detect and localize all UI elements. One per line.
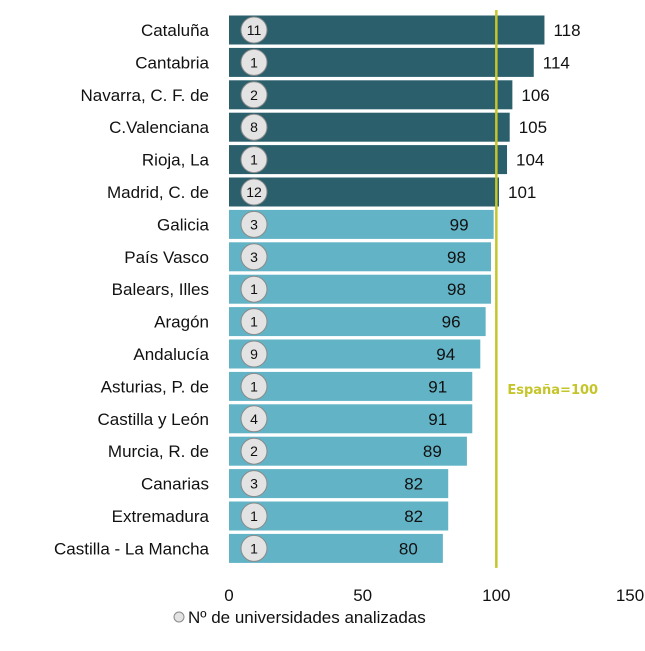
university-count: 11 xyxy=(247,22,262,38)
category-label: Canarias xyxy=(141,475,209,494)
university-count: 3 xyxy=(250,216,258,232)
university-count: 3 xyxy=(250,249,258,265)
x-tick-label: 0 xyxy=(224,586,233,605)
value-label: 106 xyxy=(521,86,549,105)
university-count: 9 xyxy=(250,346,258,362)
category-label: Navarra, C. F. de xyxy=(81,86,210,105)
university-count: 1 xyxy=(250,314,258,330)
value-label: 104 xyxy=(516,151,544,170)
category-label: Aragón xyxy=(154,313,209,332)
university-count-marker xyxy=(240,243,268,271)
value-label: 94 xyxy=(436,345,455,364)
category-label: C.Valenciana xyxy=(109,118,209,137)
university-count-marker xyxy=(240,81,268,109)
value-label: 118 xyxy=(553,21,580,40)
value-label: 80 xyxy=(399,539,418,558)
university-count: 3 xyxy=(250,476,258,492)
bar xyxy=(229,436,467,466)
category-label: Balears, Illes xyxy=(112,280,209,299)
bar xyxy=(229,177,500,207)
university-count: 1 xyxy=(250,54,258,70)
university-count: 12 xyxy=(246,184,262,200)
category-label: Cantabria xyxy=(135,53,209,72)
value-label: 82 xyxy=(404,475,423,494)
bar xyxy=(229,274,491,304)
bar xyxy=(229,242,491,272)
bar xyxy=(229,307,486,337)
university-count-marker xyxy=(240,437,268,465)
bars xyxy=(229,15,545,563)
university-count: 4 xyxy=(250,411,258,427)
category-label: Rioja, La xyxy=(142,151,210,170)
university-count: 1 xyxy=(250,152,258,168)
category-label: Extremadura xyxy=(112,507,210,526)
university-count: 1 xyxy=(250,508,258,524)
value-label: 96 xyxy=(442,313,461,332)
value-label: 98 xyxy=(447,248,466,267)
category-label: Castilla y León xyxy=(97,410,209,429)
category-label: Asturias, P. de xyxy=(101,377,209,396)
value-label: 98 xyxy=(447,280,466,299)
value-label: 91 xyxy=(428,377,447,396)
university-count-marker xyxy=(240,210,268,238)
university-count: 1 xyxy=(250,281,258,297)
legend: Nº de universidades analizadas xyxy=(173,608,426,627)
reference-label: España=100 xyxy=(507,383,598,398)
university-count-marker xyxy=(240,405,268,433)
legend-marker xyxy=(173,611,185,623)
university-count-marker xyxy=(240,16,268,44)
category-label: Andalucía xyxy=(133,345,209,364)
category-label: Madrid, C. de xyxy=(107,183,209,202)
bar xyxy=(229,112,510,142)
bar xyxy=(229,339,481,369)
category-label: País Vasco xyxy=(124,248,209,267)
university-count-marker xyxy=(240,470,268,498)
university-count: 2 xyxy=(250,443,258,459)
bar xyxy=(229,80,513,110)
bar xyxy=(229,209,494,239)
university-count-marker xyxy=(240,308,268,336)
university-count-marker xyxy=(240,372,268,400)
university-count-marker xyxy=(240,275,268,303)
category-label: Galicia xyxy=(157,215,210,234)
university-count-marker xyxy=(240,178,268,206)
university-count: 1 xyxy=(250,378,258,394)
university-count-marker xyxy=(240,113,268,141)
legend-label: Nº de universidades analizadas xyxy=(188,608,426,627)
university-count-marker xyxy=(240,340,268,368)
university-count: 1 xyxy=(250,540,258,556)
x-tick-label: 50 xyxy=(353,586,372,605)
value-label: 82 xyxy=(404,507,423,526)
bar xyxy=(229,15,545,45)
bar xyxy=(229,145,508,175)
value-label: 91 xyxy=(428,410,447,429)
category-label: Castilla - La Mancha xyxy=(54,539,210,558)
university-count-marker xyxy=(240,48,268,76)
value-label: 101 xyxy=(508,183,536,202)
bar xyxy=(229,371,473,401)
x-axis: 0 50 100 150 xyxy=(224,586,644,605)
university-count: 8 xyxy=(250,119,258,135)
reference-line-group: España=100 xyxy=(495,10,598,568)
category-label: Cataluña xyxy=(141,21,210,40)
value-label: 99 xyxy=(450,215,469,234)
university-count-marker xyxy=(240,502,268,530)
university-count: 2 xyxy=(250,87,258,103)
x-tick-label: 100 xyxy=(482,586,510,605)
bar xyxy=(229,404,473,434)
x-tick-label: 150 xyxy=(616,586,644,605)
value-label: 105 xyxy=(519,118,547,137)
university-count-marker xyxy=(240,146,268,174)
category-label: Murcia, R. de xyxy=(108,442,209,461)
bar xyxy=(229,47,534,77)
value-label: 114 xyxy=(543,53,570,72)
university-count-marker xyxy=(240,534,268,562)
value-label: 89 xyxy=(423,442,442,461)
